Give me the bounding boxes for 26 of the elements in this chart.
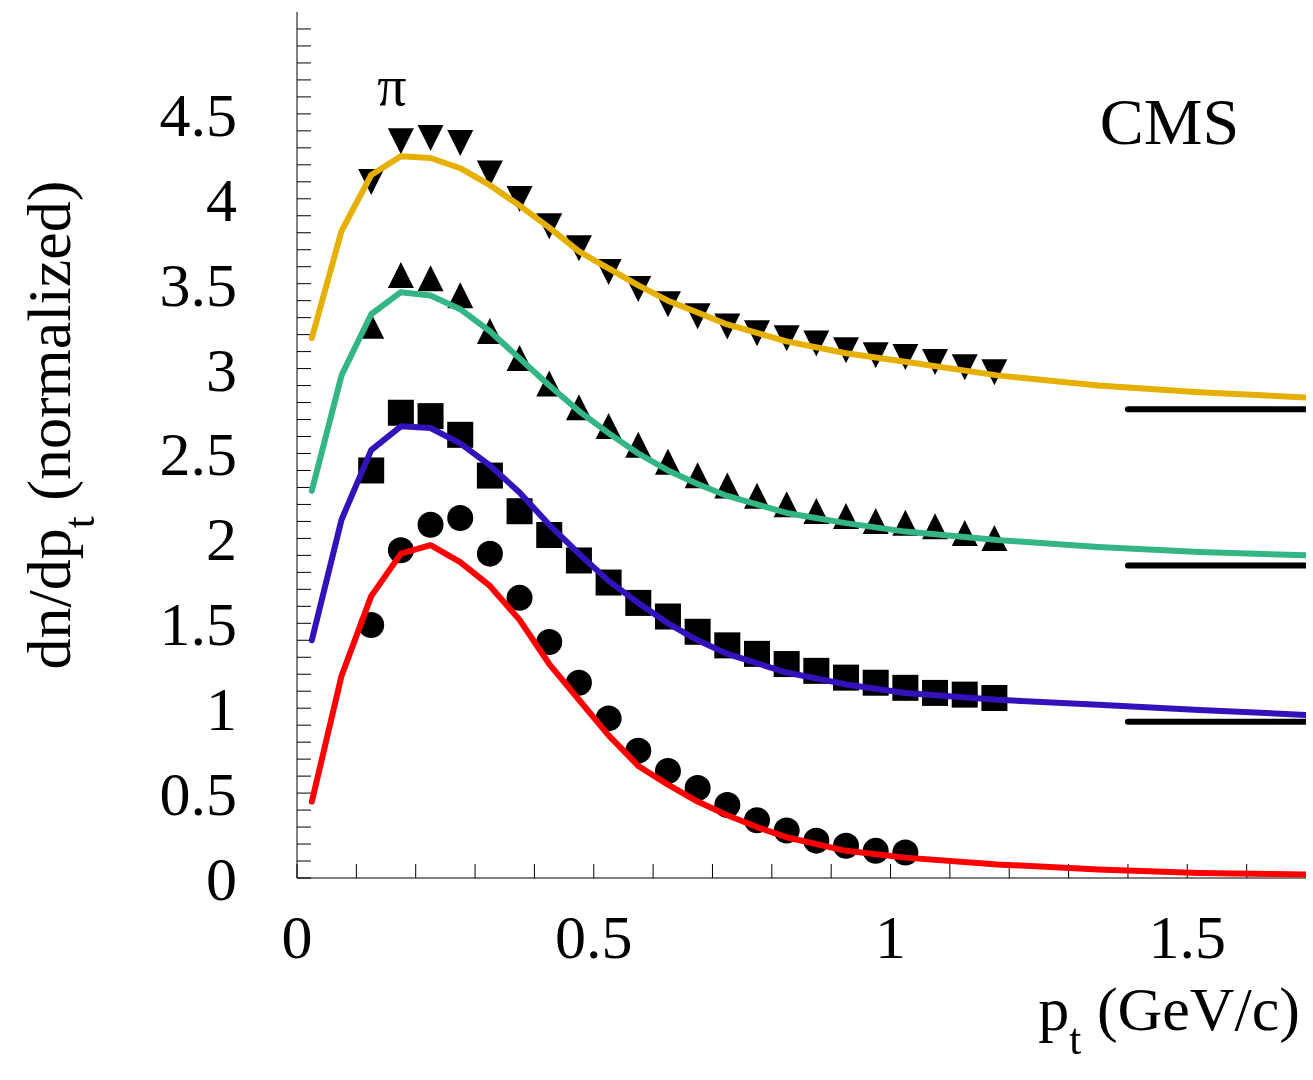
point xyxy=(447,130,474,157)
y-tick-label: 2.5 xyxy=(159,420,237,489)
y-tick-label: 0.5 xyxy=(159,760,237,829)
x-tick-label: 0.5 xyxy=(555,903,633,971)
point xyxy=(387,399,414,426)
y-tick-label: 3.5 xyxy=(159,250,237,319)
y-tick-label: 4.5 xyxy=(159,80,237,149)
x-axis-title: p$_{t}$ (GeV/c) xyxy=(1038,975,1300,1063)
x-tick-label: 1 xyxy=(875,903,907,971)
point xyxy=(447,505,474,532)
y-tick-label: 0 xyxy=(206,845,237,913)
y-tick-label: 1.5 xyxy=(159,590,237,659)
point xyxy=(387,128,414,155)
annotation: π xyxy=(377,53,407,119)
y-tick-label: 1 xyxy=(206,675,237,744)
point xyxy=(476,540,503,567)
y-tick-label: 2 xyxy=(206,505,237,574)
point xyxy=(417,511,444,538)
x-tick-label: 1.5 xyxy=(1148,903,1227,971)
y-tick-label: 3 xyxy=(206,335,237,404)
y-tick-label: 4 xyxy=(206,165,237,234)
point xyxy=(506,584,533,611)
point xyxy=(536,628,563,655)
x-tick-label: 0 xyxy=(281,903,313,971)
annotation: CMS xyxy=(1099,85,1240,159)
point xyxy=(417,124,444,151)
